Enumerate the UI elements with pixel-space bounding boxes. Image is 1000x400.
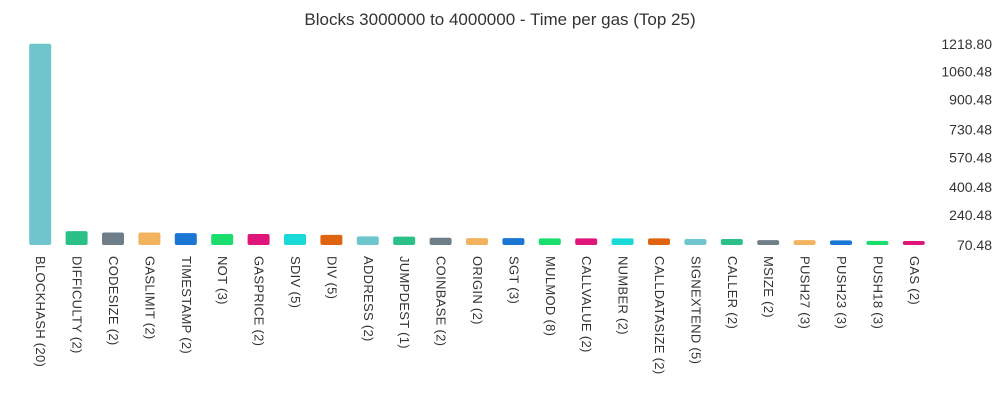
x-tick-label: MULMOD (8) [543,256,558,336]
bar [866,240,889,245]
x-tick-label: CODESIZE (2) [106,256,121,346]
x-tick-label: SDIV (5) [288,256,303,308]
bar [757,240,780,245]
x-tick-label: NUMBER (2) [616,256,631,335]
bar [393,236,416,245]
x-tick-label: SGT (3) [506,256,521,304]
bar [466,238,488,245]
chart-title: Blocks 3000000 to 4000000 - Time per gas… [304,10,696,29]
x-tick-label: SIGNEXTEND (5) [688,256,703,364]
x-tick-label: ORIGIN (2) [470,256,485,325]
x-tick-label: GAS (2) [907,256,922,305]
x-tick-label: GASPRICE (2) [252,256,267,346]
bar [29,43,52,246]
x-tick-label: DIFFICULTY (2) [70,256,85,354]
bar [720,238,743,245]
bar [575,238,598,245]
x-tick-label: TIMESTAMP (2) [179,256,194,354]
x-tick-label: ADDRESS (2) [361,256,376,342]
bar [138,232,161,245]
bar [538,238,561,245]
y-tick-label: 70.48 [957,237,992,253]
x-tick-label: BLOCKHASH (20) [33,256,48,367]
bar [830,240,852,245]
y-tick-label: 240.48 [949,207,992,223]
bar [247,234,270,245]
bar [429,237,452,245]
x-tick-label: NOT (3) [215,256,230,305]
bar [102,232,124,245]
x-tick-label: PUSH23 (3) [834,256,849,329]
y-tick-label: 900.48 [949,92,992,108]
bar [502,238,525,245]
bar [356,236,379,245]
y-tick-label: 1218.80 [941,36,992,52]
bar [174,233,197,245]
x-tick-label: GASLIMIT (2) [142,256,157,340]
y-tick-label: 570.48 [949,149,992,165]
x-tick-label: PUSH27 (3) [798,256,813,329]
y-tick-label: 730.48 [949,121,992,137]
y-tick-label: 1060.48 [941,64,992,80]
x-tick-label: CALLVALUE (2) [579,256,594,353]
y-tick-label: 400.48 [949,179,992,195]
x-tick-label: MSIZE (2) [761,256,776,318]
x-tick-label: CALLDATASIZE (2) [652,256,667,374]
x-tick-label: DIV (5) [324,256,339,299]
bar [648,238,670,245]
x-tick-label: PUSH18 (3) [870,256,885,329]
bar [284,234,306,245]
bar [611,238,634,245]
bar [320,234,343,245]
bar [684,238,707,245]
x-tick-label: COINBASE (2) [434,256,449,346]
bar [793,240,816,245]
x-tick-label: JUMPDEST (1) [397,256,412,349]
bar [211,234,234,245]
x-tick-label: CALLER (2) [725,256,740,329]
bar [65,231,88,245]
bar [902,241,925,245]
